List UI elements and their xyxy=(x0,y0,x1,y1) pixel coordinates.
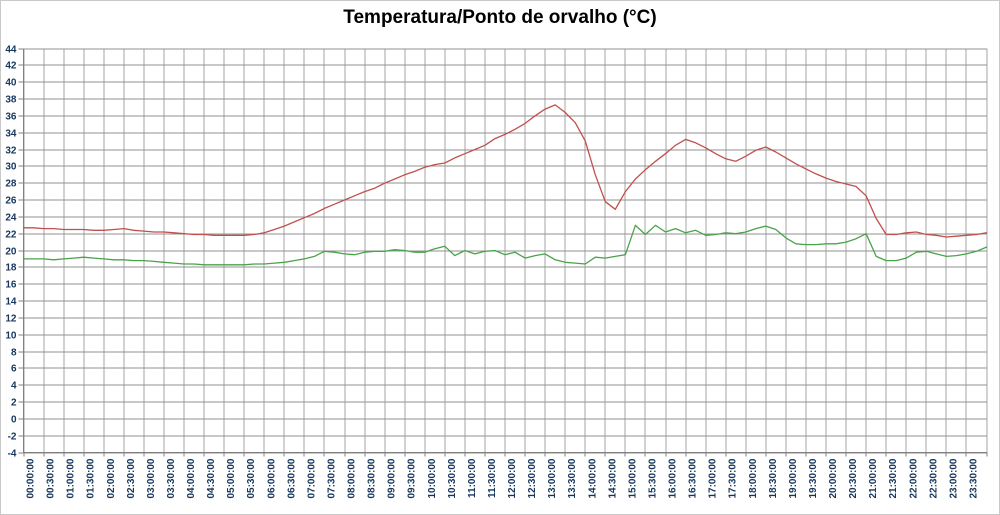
x-axis-tick-label: 14:00:00 xyxy=(587,458,598,498)
x-axis-tick-label: 10:00:00 xyxy=(427,458,438,498)
x-axis-tick-label: 21:00:00 xyxy=(868,458,879,498)
y-axis-tick-label: 24 xyxy=(5,213,17,224)
x-axis-tick-label: 22:00:00 xyxy=(908,458,919,498)
x-axis-tick-label: 21:30:00 xyxy=(888,458,899,498)
x-axis-tick-label: 02:00:00 xyxy=(106,458,117,498)
x-axis-tick-label: 05:30:00 xyxy=(246,458,257,498)
y-axis-tick-label: 28 xyxy=(5,179,17,190)
y-axis-tick-label: 40 xyxy=(5,78,17,89)
x-axis-tick-label: 15:00:00 xyxy=(627,458,638,498)
x-axis-tick-label: 20:00:00 xyxy=(828,458,839,498)
x-axis-tick-label: 01:30:00 xyxy=(86,458,97,498)
x-axis-tick-label: 16:00:00 xyxy=(668,458,679,498)
x-axis-tick-label: 00:00:00 xyxy=(26,458,37,498)
y-axis-tick-label: 34 xyxy=(5,129,17,140)
y-axis-tick-label: 10 xyxy=(5,331,17,342)
x-axis-tick-label: 06:30:00 xyxy=(286,458,297,498)
x-axis-tick-label: 06:00:00 xyxy=(266,458,277,498)
x-axis-tick-label: 13:30:00 xyxy=(567,458,578,498)
x-axis-tick-label: 09:00:00 xyxy=(387,458,398,498)
x-axis-tick-label: 23:30:00 xyxy=(968,458,979,498)
x-axis-tick-label: 18:30:00 xyxy=(768,458,779,498)
x-axis-tick-label: 23:00:00 xyxy=(948,458,959,498)
x-axis-tick-label: 16:30:00 xyxy=(688,458,699,498)
x-axis-tick-label: 02:30:00 xyxy=(126,458,137,498)
x-axis-tick-label: 03:30:00 xyxy=(166,458,177,498)
y-axis-tick-label: -4 xyxy=(8,449,17,460)
y-axis-tick-label: 32 xyxy=(5,146,17,157)
x-axis-tick-label: 12:30:00 xyxy=(527,458,538,498)
y-axis-tick-label: 30 xyxy=(5,162,17,173)
x-axis-tick-label: 10:30:00 xyxy=(447,458,458,498)
x-axis-tick-label: 17:00:00 xyxy=(708,458,719,498)
x-axis-tick-label: 04:30:00 xyxy=(206,458,217,498)
x-axis-tick-label: 15:30:00 xyxy=(647,458,658,498)
x-axis-tick-label: 07:30:00 xyxy=(326,458,337,498)
x-axis-tick-label: 17:30:00 xyxy=(728,458,739,498)
x-axis-tick-label: 05:00:00 xyxy=(226,458,237,498)
x-axis-tick-label: 11:00:00 xyxy=(467,458,478,498)
x-axis-tick-label: 00:30:00 xyxy=(46,458,57,498)
y-axis-tick-label: 42 xyxy=(5,61,17,72)
y-axis-tick-label: 36 xyxy=(5,112,17,123)
y-axis-tick-label: 20 xyxy=(5,247,17,258)
y-axis-tick-label: 6 xyxy=(11,364,17,375)
x-axis-tick-label: 19:30:00 xyxy=(808,458,819,498)
y-axis-tick-label: -2 xyxy=(8,432,17,443)
temperature-line xyxy=(22,104,988,238)
y-axis-tick-label: 18 xyxy=(5,263,17,274)
x-axis-tick-label: 01:00:00 xyxy=(66,458,77,498)
x-axis-tick-label: 08:30:00 xyxy=(367,458,378,498)
y-axis-tick-label: 8 xyxy=(11,348,17,359)
x-axis-tick-label: 20:30:00 xyxy=(848,458,859,498)
y-axis-tick-label: 4 xyxy=(11,381,17,392)
x-axis-tick-label: 19:00:00 xyxy=(788,458,799,498)
x-axis-tick-label: 04:00:00 xyxy=(186,458,197,498)
x-axis-tick-label: 12:00:00 xyxy=(507,458,518,498)
y-axis-tick-label: 0 xyxy=(11,415,17,426)
y-axis-tick-label: 14 xyxy=(5,297,17,308)
x-axis-tick-label: 11:30:00 xyxy=(487,458,498,498)
x-axis-tick-label: 09:30:00 xyxy=(407,458,418,498)
x-axis-tick-label: 13:00:00 xyxy=(547,458,558,498)
y-axis-tick-label: 38 xyxy=(5,95,17,106)
y-axis-tick-label: 2 xyxy=(11,398,17,409)
x-axis-tick-label: 22:30:00 xyxy=(928,458,939,498)
x-axis-tick-label: 03:00:00 xyxy=(146,458,157,498)
x-axis-tick-label: 14:30:00 xyxy=(607,458,618,498)
x-axis-tick-label: 18:00:00 xyxy=(748,458,759,498)
y-axis-tick-label: 26 xyxy=(5,196,17,207)
x-axis-tick-label: 07:00:00 xyxy=(306,458,317,498)
y-axis-tick-label: 12 xyxy=(5,314,17,325)
y-axis-tick-label: 22 xyxy=(5,230,17,241)
y-axis-tick-label: 44 xyxy=(5,45,17,56)
chart-title: Temperatura/Ponto de orvalho (°C) xyxy=(343,7,657,28)
dew-point-line xyxy=(22,224,988,266)
y-axis-tick-label: 16 xyxy=(5,280,17,291)
x-axis-tick-label: 08:00:00 xyxy=(347,458,358,498)
